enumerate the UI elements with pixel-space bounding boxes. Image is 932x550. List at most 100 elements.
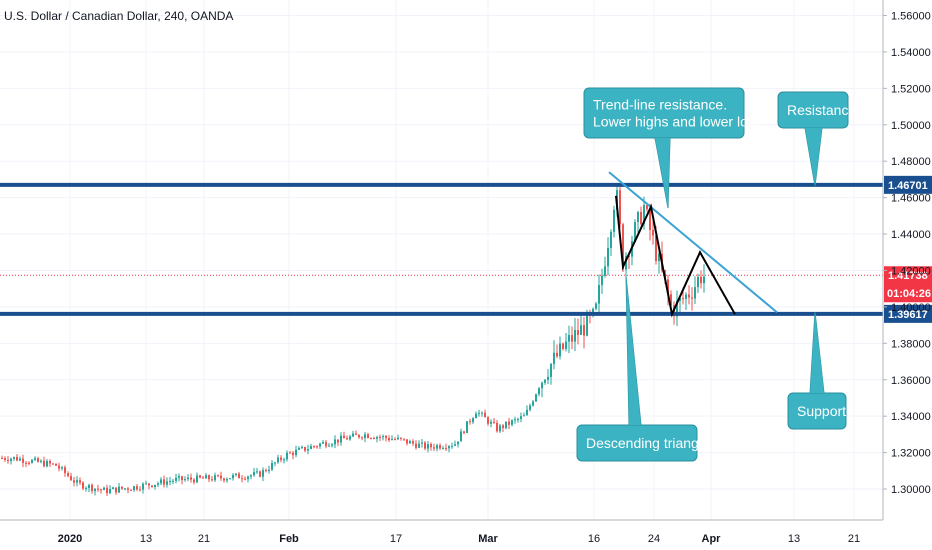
time-tick-label: 13 <box>788 533 800 545</box>
candle-body <box>157 483 159 485</box>
candle-body <box>310 446 312 449</box>
callout-pointer-fill <box>626 276 641 425</box>
candle-body <box>214 475 216 481</box>
candle-body <box>415 443 417 448</box>
candle-body <box>577 330 579 335</box>
triangle-zigzag <box>615 195 736 318</box>
candle-body <box>613 209 615 232</box>
candle-body <box>466 421 468 433</box>
candle-body <box>154 484 156 487</box>
candle-body <box>427 444 429 449</box>
candle-body <box>556 352 558 357</box>
time-tick-label: Mar <box>478 533 498 545</box>
candle-body <box>217 475 219 477</box>
price-axis[interactable]: 1.30000 1.32000 1.34000 1.36000 1.38000 1.400… <box>882 0 931 520</box>
candle-body <box>691 297 693 299</box>
candle-body <box>238 473 240 479</box>
candle-body <box>301 446 303 449</box>
candle-body <box>166 481 168 485</box>
candle-body <box>388 438 390 441</box>
current-price-tag <box>884 266 932 303</box>
candle-body <box>133 486 135 491</box>
candle-body <box>85 487 87 489</box>
candle-body <box>175 477 177 481</box>
candle-body <box>436 445 438 449</box>
price-tick-label: 1.34000 <box>891 411 931 423</box>
candle-body <box>550 363 552 377</box>
price-tick-label: 1.46000 <box>891 193 931 205</box>
candle-body <box>226 479 228 481</box>
price-tick-label: 1.42000 <box>891 265 931 277</box>
candle-body <box>142 483 144 490</box>
candle-body <box>16 456 18 461</box>
candle-body <box>526 409 528 416</box>
candle-body <box>97 488 99 490</box>
candle-body <box>352 433 354 437</box>
candle-body <box>583 325 585 336</box>
candle-body <box>250 475 252 477</box>
candle-body <box>190 477 192 480</box>
candle-body <box>607 247 609 267</box>
candle-body <box>592 308 594 315</box>
callout-resistance: Resistance <box>777 91 856 187</box>
callout-text: Descending triangle <box>586 435 710 451</box>
candle-body <box>454 444 456 446</box>
candle-body <box>484 412 486 418</box>
candle-body <box>382 436 384 438</box>
triangle-drawing <box>608 171 778 318</box>
candle-body <box>475 413 477 419</box>
time-tick-label: 24 <box>648 533 660 545</box>
price-tick-label: 1.32000 <box>891 448 931 460</box>
candle-body <box>619 190 621 225</box>
candle-body <box>283 459 285 461</box>
candle-body <box>439 445 441 449</box>
candle-body <box>193 479 195 483</box>
candle-body <box>223 478 225 481</box>
candle-body <box>478 412 480 414</box>
candle-body <box>67 473 69 477</box>
callout-trend: Trend-line resistance.Lower highs and lo… <box>583 87 765 209</box>
candle-body <box>688 294 690 298</box>
candle-body <box>40 460 42 462</box>
price-tick-label: 1.52000 <box>891 83 931 95</box>
time-tick-label: 17 <box>390 533 402 545</box>
candle-body <box>391 439 393 441</box>
candle-body <box>169 481 171 483</box>
candle-body <box>241 478 243 480</box>
time-tick-label: 21 <box>198 533 210 545</box>
candle-body <box>493 421 495 423</box>
candle-body <box>373 438 375 440</box>
candle-body <box>307 448 309 451</box>
candle-body <box>703 276 705 284</box>
candle-body <box>163 479 165 485</box>
candle-body <box>586 313 588 336</box>
candle-body <box>37 458 39 462</box>
candle-body <box>331 444 333 446</box>
candle-body <box>469 421 471 423</box>
candle-body <box>181 476 183 481</box>
candle-body <box>424 442 426 449</box>
candle-countdown-label: 01:04:26 <box>887 288 931 300</box>
candle-body <box>259 471 261 477</box>
candle-body <box>553 352 555 364</box>
candle-body <box>208 475 210 480</box>
candle-body <box>103 487 105 491</box>
candle-body <box>112 487 114 490</box>
candle-body <box>700 276 702 284</box>
time-axis[interactable]: 2020 13 21 Feb 17 Mar 16 24 Apr 13 21 <box>0 519 883 545</box>
trend-line-resistance <box>608 171 778 314</box>
candle-body <box>520 416 522 419</box>
candle-body <box>313 446 315 448</box>
candle-body <box>148 483 150 486</box>
candle-body <box>451 445 453 447</box>
candle-body <box>256 471 258 473</box>
candle-body <box>376 437 378 439</box>
candle-body <box>325 442 327 447</box>
candle-body <box>547 376 549 380</box>
candle-body <box>412 441 414 444</box>
candle-body <box>229 478 231 480</box>
candle-body <box>172 480 174 482</box>
candle-body <box>349 436 351 440</box>
candle-body <box>409 441 411 444</box>
